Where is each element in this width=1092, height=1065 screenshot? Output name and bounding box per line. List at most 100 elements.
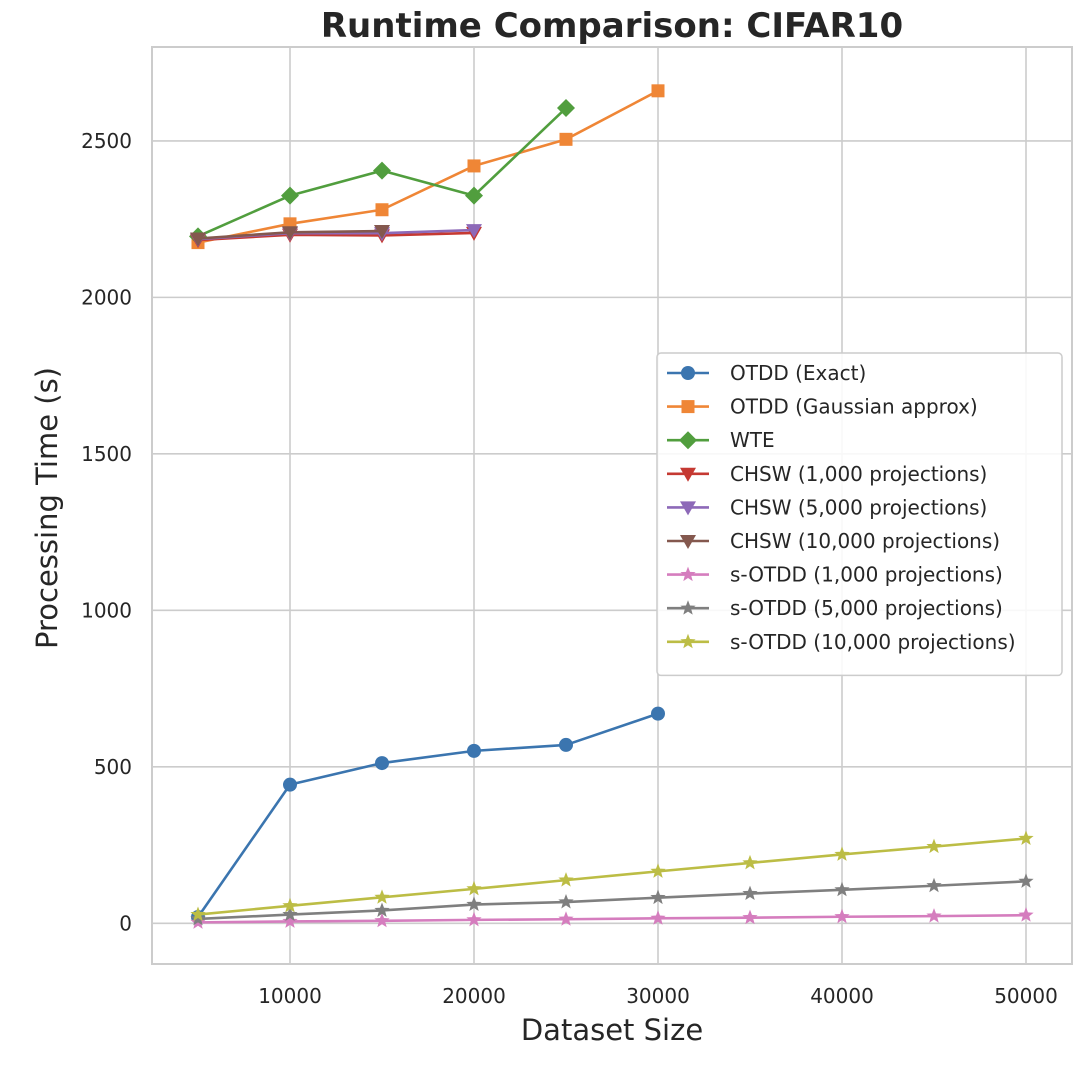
legend-label: OTDD (Exact) bbox=[730, 361, 866, 385]
y-tick-label: 2500 bbox=[81, 129, 132, 153]
legend-item: CHSW (1,000 projections) bbox=[667, 462, 987, 486]
data-point bbox=[834, 881, 850, 897]
data-point bbox=[374, 912, 390, 928]
data-point bbox=[467, 159, 481, 173]
data-point bbox=[375, 756, 389, 771]
legend-item: OTDD (Gaussian approx) bbox=[667, 395, 978, 419]
data-point bbox=[374, 225, 390, 240]
data-point bbox=[374, 902, 390, 917]
series-6 bbox=[190, 225, 390, 247]
data-point bbox=[1018, 873, 1034, 888]
axis-ticks: 10000 20000 30000 40000 50000 0 500 1000 1500 200… bbox=[81, 129, 1058, 1008]
y-tick-label: 1500 bbox=[81, 442, 132, 466]
legend-item: s-OTDD (10,000 projections) bbox=[667, 630, 1016, 654]
data-point bbox=[742, 885, 758, 901]
x-tick-label: 50000 bbox=[994, 984, 1058, 1008]
legend-marker bbox=[680, 600, 696, 615]
legend-marker bbox=[680, 467, 696, 482]
legend-label: CHSW (5,000 projections) bbox=[730, 495, 987, 519]
x-tick-label: 10000 bbox=[258, 984, 322, 1008]
legend-label: s-OTDD (1,000 projections) bbox=[730, 563, 1003, 587]
data-point bbox=[650, 889, 666, 905]
data-point bbox=[926, 838, 942, 854]
data-point bbox=[558, 911, 574, 926]
data-point bbox=[190, 232, 206, 247]
data-point bbox=[650, 910, 666, 925]
data-point bbox=[1018, 907, 1034, 922]
legend-item: CHSW (5,000 projections) bbox=[667, 495, 987, 519]
data-point bbox=[650, 863, 666, 878]
data-point bbox=[742, 854, 758, 870]
data-point bbox=[282, 897, 298, 913]
legend-marker bbox=[680, 633, 696, 649]
x-tick-label: 40000 bbox=[810, 984, 874, 1008]
data-point bbox=[742, 909, 758, 925]
legend-marker bbox=[680, 501, 696, 516]
data-point bbox=[926, 908, 942, 923]
data-point bbox=[558, 872, 574, 887]
legend-label: s-OTDD (10,000 projections) bbox=[730, 630, 1016, 654]
legend-item: CHSW (10,000 projections) bbox=[667, 529, 1000, 553]
series-1 bbox=[191, 706, 665, 925]
series-line bbox=[197, 837, 1027, 916]
data-point bbox=[1018, 830, 1034, 845]
data-point bbox=[281, 186, 299, 205]
legend-item: WTE bbox=[667, 428, 775, 452]
y-tick-label: 500 bbox=[94, 755, 132, 779]
series-9 bbox=[190, 830, 1034, 922]
data-point bbox=[651, 84, 665, 98]
plot-frame bbox=[151, 46, 1073, 965]
data-point bbox=[282, 913, 298, 928]
data-point bbox=[466, 224, 482, 239]
data-point bbox=[651, 706, 665, 721]
legend-marker bbox=[681, 400, 695, 414]
legend: OTDD (Exact) OTDD (Gaussian approx) WTE CHS… bbox=[656, 352, 1063, 677]
data-point bbox=[282, 906, 298, 922]
legend-label: CHSW (10,000 projections) bbox=[730, 529, 1000, 553]
legend-item: s-OTDD (5,000 projections) bbox=[667, 596, 1003, 620]
x-tick-label: 30000 bbox=[626, 984, 690, 1008]
data-point bbox=[465, 186, 483, 205]
legend-label: WTE bbox=[730, 428, 775, 452]
data-point bbox=[190, 906, 206, 922]
data-point bbox=[466, 880, 482, 896]
series-line bbox=[196, 712, 659, 918]
legend-label: CHSW (1,000 projections) bbox=[730, 462, 987, 486]
legend-marker bbox=[680, 566, 696, 582]
data-point bbox=[373, 161, 391, 180]
data-point bbox=[926, 877, 942, 893]
series-line bbox=[197, 913, 1027, 924]
legend-marker bbox=[681, 366, 695, 380]
series-3 bbox=[189, 99, 575, 246]
data-point bbox=[282, 226, 298, 241]
data-point bbox=[466, 896, 482, 912]
y-tick-label: 0 bbox=[119, 911, 132, 935]
series-line bbox=[197, 880, 1027, 921]
series-line bbox=[197, 89, 659, 244]
data-point bbox=[190, 910, 206, 926]
y-axis-label: Processing Time (s) bbox=[30, 367, 64, 649]
x-axis-label: Dataset Size bbox=[521, 1013, 703, 1047]
data-point bbox=[467, 743, 481, 758]
series-2 bbox=[191, 84, 665, 250]
chart-title: Runtime Comparison: CIFAR10 bbox=[321, 6, 903, 46]
data-point bbox=[559, 132, 573, 146]
data-point bbox=[558, 894, 574, 909]
data-point bbox=[559, 737, 573, 752]
data-point bbox=[557, 99, 575, 118]
data-point bbox=[834, 908, 850, 924]
legend-item: s-OTDD (1,000 projections) bbox=[667, 563, 1003, 587]
legend-marker bbox=[680, 535, 696, 549]
legend-item: OTDD (Exact) bbox=[667, 361, 866, 385]
legend-label: OTDD (Gaussian approx) bbox=[730, 395, 978, 419]
series-8 bbox=[190, 873, 1034, 926]
y-tick-label: 1000 bbox=[81, 598, 132, 622]
data-point bbox=[834, 846, 850, 861]
data-point bbox=[466, 911, 482, 927]
x-tick-label: 20000 bbox=[442, 984, 506, 1008]
data-point bbox=[374, 889, 390, 904]
legend-marker bbox=[679, 431, 697, 450]
series-layer bbox=[189, 84, 1034, 929]
